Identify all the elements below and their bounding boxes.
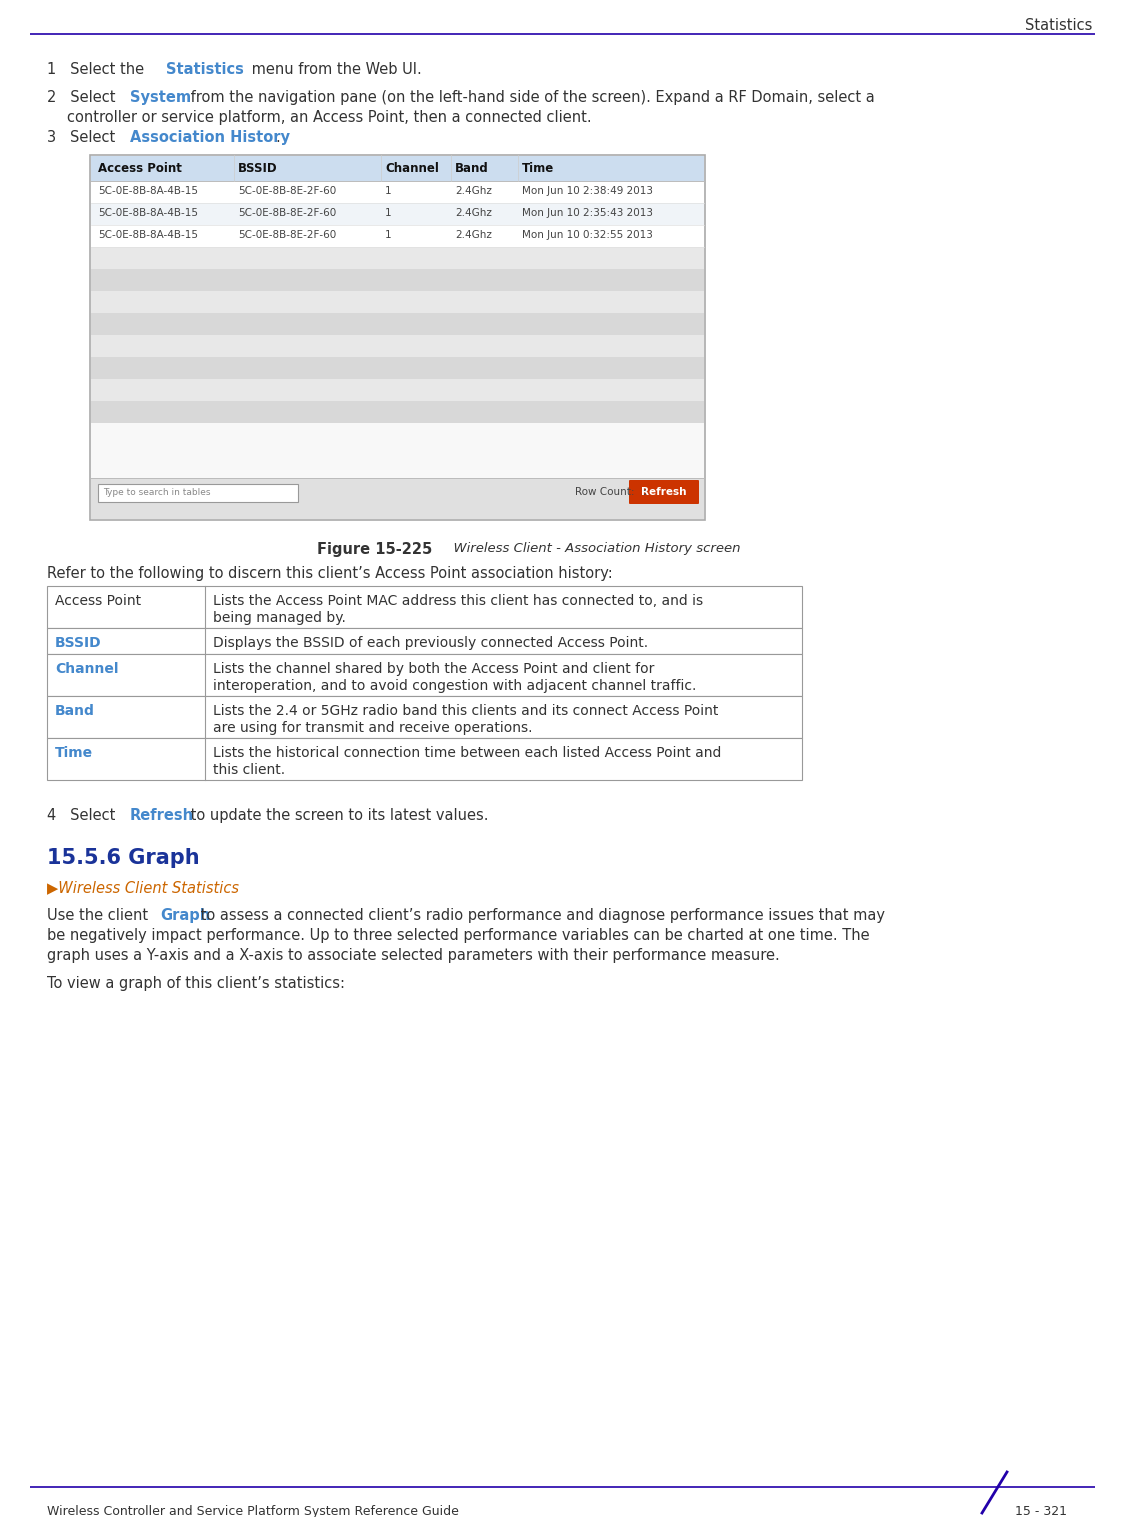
Text: Band: Band (55, 704, 94, 718)
Bar (47, 654, 802, 696)
Text: Row Count:  3: Row Count: 3 (575, 487, 648, 498)
Bar (91, 181, 704, 203)
Text: interoperation, and to avoid congestion with adjacent channel traffic.: interoperation, and to avoid congestion … (213, 680, 696, 693)
Text: 15 - 321: 15 - 321 (1015, 1505, 1066, 1517)
Text: Wireless Controller and Service Platform System Reference Guide: Wireless Controller and Service Platform… (47, 1505, 459, 1517)
Text: 5C-0E-8B-8A-4B-15: 5C-0E-8B-8A-4B-15 (98, 208, 198, 218)
Text: 5C-0E-8B-8A-4B-15: 5C-0E-8B-8A-4B-15 (98, 231, 198, 240)
Text: 5C-0E-8B-8A-4B-15: 5C-0E-8B-8A-4B-15 (98, 187, 198, 196)
Text: 1   Select the: 1 Select the (47, 62, 148, 77)
Text: Channel: Channel (55, 661, 118, 677)
Text: Mon Jun 10 2:38:49 2013: Mon Jun 10 2:38:49 2013 (522, 187, 652, 196)
Text: Association History: Association History (130, 130, 290, 146)
Text: Band: Band (455, 162, 488, 174)
Text: To view a graph of this client’s statistics:: To view a graph of this client’s statist… (47, 975, 345, 991)
Bar (91, 156, 704, 181)
Bar (47, 737, 802, 780)
Text: BSSID: BSSID (238, 162, 278, 174)
Bar (91, 291, 704, 313)
Text: 2   Select: 2 Select (47, 90, 120, 105)
Bar (91, 203, 704, 225)
Text: 5C-0E-8B-8E-2F-60: 5C-0E-8B-8E-2F-60 (238, 187, 336, 196)
Text: Displays the BSSID of each previously connected Access Point.: Displays the BSSID of each previously co… (213, 636, 648, 649)
Bar (91, 400, 704, 423)
Text: Lists the 2.4 or 5GHz radio band this clients and its connect Access Point: Lists the 2.4 or 5GHz radio band this cl… (213, 704, 719, 718)
Text: Wireless Client - Association History screen: Wireless Client - Association History sc… (446, 542, 740, 555)
Text: Time: Time (522, 162, 555, 174)
Text: to update the screen to its latest values.: to update the screen to its latest value… (186, 809, 488, 824)
Text: Refer to the following to discern this client’s Access Point association history: Refer to the following to discern this c… (47, 566, 613, 581)
Bar (47, 586, 802, 628)
Text: Time: Time (55, 746, 93, 760)
Text: System: System (130, 90, 191, 105)
Text: Type to search in tables: Type to search in tables (104, 488, 210, 498)
Text: Lists the channel shared by both the Access Point and client for: Lists the channel shared by both the Acc… (213, 661, 655, 677)
Text: 2.4Ghz: 2.4Ghz (455, 231, 492, 240)
Text: controller or service platform, an Access Point, then a connected client.: controller or service platform, an Acces… (68, 111, 592, 124)
Text: Figure 15-225: Figure 15-225 (317, 542, 433, 557)
Bar (91, 335, 704, 356)
Text: from the navigation pane (on the left-hand side of the screen). Expand a RF Doma: from the navigation pane (on the left-ha… (186, 90, 875, 105)
Bar (91, 269, 704, 291)
Text: 4   Select: 4 Select (47, 809, 120, 824)
Text: this client.: this client. (213, 763, 285, 777)
Text: Statistics: Statistics (166, 62, 244, 77)
Text: 2.4Ghz: 2.4Ghz (455, 187, 492, 196)
Text: Channel: Channel (385, 162, 439, 174)
Bar (90, 155, 705, 520)
Bar (91, 313, 704, 335)
Text: graph uses a Y-axis and a X-axis to associate selected parameters with their per: graph uses a Y-axis and a X-axis to asso… (47, 948, 780, 963)
Text: 5C-0E-8B-8E-2F-60: 5C-0E-8B-8E-2F-60 (238, 208, 336, 218)
Bar (91, 247, 704, 269)
Text: .: . (274, 130, 280, 146)
Bar (91, 356, 704, 379)
Text: Graph: Graph (160, 909, 210, 922)
Text: Mon Jun 10 2:35:43 2013: Mon Jun 10 2:35:43 2013 (522, 208, 652, 218)
Text: 5C-0E-8B-8E-2F-60: 5C-0E-8B-8E-2F-60 (238, 231, 336, 240)
Text: being managed by.: being managed by. (213, 611, 345, 625)
Bar (98, 484, 298, 502)
Text: Access Point: Access Point (98, 162, 182, 174)
Text: Lists the historical connection time between each listed Access Point and: Lists the historical connection time bet… (213, 746, 721, 760)
Text: Access Point: Access Point (55, 595, 141, 608)
Text: Statistics: Statistics (1025, 18, 1092, 33)
Text: Use the client: Use the client (47, 909, 153, 922)
Text: ▶Wireless Client Statistics: ▶Wireless Client Statistics (47, 880, 238, 895)
Bar (91, 379, 704, 400)
Bar (47, 696, 802, 737)
Bar (91, 478, 704, 519)
Text: are using for transmit and receive operations.: are using for transmit and receive opera… (213, 721, 532, 736)
Text: BSSID: BSSID (55, 636, 101, 649)
Text: be negatively impact performance. Up to three selected performance variables can: be negatively impact performance. Up to … (47, 928, 870, 944)
FancyBboxPatch shape (629, 479, 699, 504)
Text: Mon Jun 10 0:32:55 2013: Mon Jun 10 0:32:55 2013 (522, 231, 652, 240)
Bar (47, 628, 802, 654)
Text: to assess a connected client’s radio performance and diagnose performance issues: to assess a connected client’s radio per… (196, 909, 885, 922)
Text: 1: 1 (385, 208, 392, 218)
Text: 1: 1 (385, 231, 392, 240)
Text: 2.4Ghz: 2.4Ghz (455, 208, 492, 218)
Text: menu from the Web UI.: menu from the Web UI. (248, 62, 422, 77)
Text: Refresh: Refresh (130, 809, 195, 824)
Text: 1: 1 (385, 187, 392, 196)
Text: 3   Select: 3 Select (47, 130, 120, 146)
Text: Refresh: Refresh (641, 487, 686, 498)
Text: 15.5.6 Graph: 15.5.6 Graph (47, 848, 199, 868)
Text: Lists the Access Point MAC address this client has connected to, and is: Lists the Access Point MAC address this … (213, 595, 703, 608)
Bar (91, 225, 704, 247)
